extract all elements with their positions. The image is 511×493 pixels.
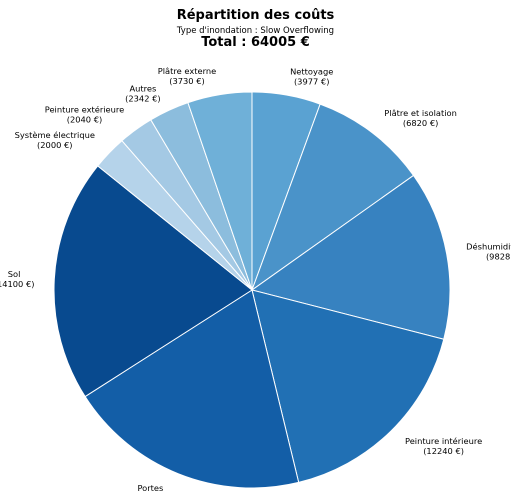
slice-label-deshumidification: Déshumidification(9828 €) <box>466 241 511 261</box>
slice-label-peinture-interieure: Peinture intérieure (12240 €) <box>405 436 482 456</box>
slice-label-platre-et-isolation: Plâtre et isolation (6820 €) <box>384 108 457 128</box>
slice-label-peinture-exterieure: Peinture extérieure (2040 €) <box>45 105 125 125</box>
pie-slice-platre-externe <box>187 91 253 291</box>
slice-label-autres: Autres (2342 €) <box>125 83 161 103</box>
chart-total: Total : 64005 € <box>201 35 310 50</box>
slice-label-sol: Sol(14100 €) <box>0 269 34 289</box>
pie-slice-deshumidification <box>250 174 451 340</box>
chart-subtitle: Type d'inondation : Slow Overflowing <box>176 26 335 36</box>
chart-title: Répartition des coûts <box>176 8 335 23</box>
slice-label-platre-externe: Plâtre externe (3730 €) <box>158 66 216 86</box>
slice-label-systeme-electrique: Système électrique (2000 €) <box>15 130 95 150</box>
pie-slice-peinture-interieure <box>251 289 445 484</box>
pie-slice-portes <box>84 289 300 489</box>
slice-label-nettoyage: Nettoyage (3977 €) <box>290 67 333 87</box>
pie-slice-platre-et-isolation <box>250 103 415 292</box>
slice-label-portes: Portes(14040 €) <box>130 483 171 493</box>
pie-slice-sol <box>53 165 253 398</box>
